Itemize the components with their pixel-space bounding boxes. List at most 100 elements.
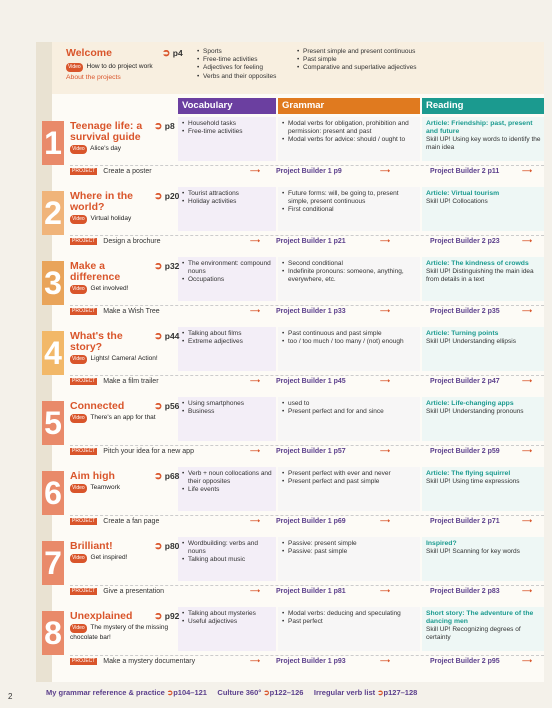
unit-number: 5 [42,401,64,445]
vocab-list: Using smartphones Business [182,400,274,417]
grammar-list: used to Present perfect and for and sinc… [282,400,418,417]
unit-video: Video Get inspired! [70,553,180,563]
reading-block: Article: Turning points Skill UP! Unders… [426,330,542,346]
arrow-icon: ➲ [154,401,163,412]
arrow-icon: ➲ [154,261,163,272]
reading-cell [422,397,544,441]
project-row: PROJECT Design a brochure ⟶ Project Buil… [70,235,544,247]
arrow-icon: ⟶ [250,448,261,455]
unit-video: Video Alice's day [70,144,180,154]
grammar-item: Present perfect and for and since [282,408,418,416]
grammar-item: Future forms: will, be going to, present… [282,190,418,206]
reading-block: Article: Virtual tourism Skill UP! Collo… [426,190,542,206]
project-builder-1[interactable]: Project Builder 1 p33 [276,308,346,315]
unit-video: Video There's an app for that [70,413,180,423]
unit-row: 7 Brilliant! ➲ p80 Video Get inspired! W… [42,537,544,599]
project-builder-1[interactable]: Project Builder 1 p57 [276,448,346,455]
project-builder-2[interactable]: Project Builder 2 p23 [430,238,500,245]
welcome-grammar-list: Present simple and present continuous Pa… [297,48,447,73]
project-builder-1[interactable]: Project Builder 1 p93 [276,658,346,665]
vocab-item: Business [182,408,274,416]
unit-title: Connected [70,400,125,412]
welcome-grammar-item: Comparative and superlative adjectives [297,64,447,72]
grammar-item: Present perfect and past simple [282,478,418,486]
unit-page-ref: ➲ p44 [154,331,179,342]
project-badge: PROJECT [70,307,98,315]
unit-row: 1 Teenage life: a survival guide ➲ p8 Vi… [42,117,544,179]
project-builder-2[interactable]: Project Builder 2 p11 [430,168,500,175]
vocab-item: Using smartphones [182,400,274,408]
project-builder-2[interactable]: Project Builder 2 p71 [430,518,500,525]
unit-title: Make a difference [70,260,121,283]
video-icon: Video [66,63,83,72]
reading-skill: Skill UP! Understanding ellipsis [426,338,516,345]
unit-page-ref: ➲ p68 [154,471,179,482]
video-icon: Video [70,285,87,294]
vocab-item: Free-time activities [182,128,274,136]
grammar-list: Second conditional Indefinite pronouns: … [282,260,418,285]
unit-row: 8 Unexplained ➲ p92 Video The mystery of… [42,607,544,669]
welcome-video: Video How to do project work [66,62,153,72]
reading-block: Article: Friendship: past, present and f… [426,120,542,152]
project-row: PROJECT Pitch your idea for a new app ⟶ … [70,445,544,457]
unit-video-title: Lights! Camera! Action! [90,355,158,362]
video-icon: Video [70,215,87,224]
project-builder-1[interactable]: Project Builder 1 p69 [276,518,346,525]
culture-pages: p122–126 [269,688,304,697]
welcome-vocab-item: Free-time activities [197,56,292,64]
irregular-pages: p127–128 [383,688,418,697]
culture-label: Culture 360° [217,688,262,697]
grammar-reference-link[interactable]: My grammar reference & practice ➲p104–12… [46,688,207,697]
project-title: Pitch your idea for a new app [103,448,194,455]
project-badge: PROJECT [70,657,98,665]
project-builder-2[interactable]: Project Builder 2 p95 [430,658,500,665]
culture-link[interactable]: Culture 360° ➲p122–126 [217,688,303,697]
reading-skill: Skill UP! Distinguishing the main idea f… [426,268,534,283]
unit-video-title: Alice's day [90,145,122,152]
unit-title: Unexplained [70,610,133,622]
reading-skill: Skill UP! Scanning for key words [426,548,520,555]
unit-video: Video Get involved! [70,284,180,294]
vocab-list: Wordbuilding: verbs and nouns Talking ab… [182,540,274,565]
project-builder-2[interactable]: Project Builder 2 p83 [430,588,500,595]
arrow-icon: ⟶ [250,238,261,245]
arrow-icon: ➲ [377,688,384,697]
reading-block: Inspired? Skill UP! Scanning for key wor… [426,540,542,556]
arrow-icon: ⟶ [380,448,391,455]
reading-title: Article: Virtual tourism [426,190,500,197]
project-title: Create a fan page [103,518,160,525]
arrow-icon: ⟶ [250,518,261,525]
reading-cell [422,117,544,161]
reading-title: Article: The kindness of crowds [426,260,529,267]
grammar-item: used to [282,400,418,408]
reading-skill: Skill UP! Using key words to identify th… [426,136,541,151]
project-builder-1[interactable]: Project Builder 1 p9 [276,168,342,175]
reading-skill: Skill UP! Understanding pronouns [426,408,524,415]
project-builder-1[interactable]: Project Builder 1 p81 [276,588,346,595]
grammar-list: Modal verbs: deducing and speculating Pa… [282,610,418,627]
vocab-list: Talking about mysteries Useful adjective… [182,610,274,627]
project-builder-1[interactable]: Project Builder 1 p21 [276,238,346,245]
arrow-icon: ⟶ [522,588,533,595]
irregular-verb-link[interactable]: Irregular verb list ➲p127–128 [314,688,417,697]
project-builder-2[interactable]: Project Builder 2 p59 [430,448,500,455]
project-builder-1[interactable]: Project Builder 1 p45 [276,378,346,385]
vocab-item: Tourist attractions [182,190,274,198]
project-builder-2[interactable]: Project Builder 2 p35 [430,308,500,315]
project-badge: PROJECT [70,237,98,245]
grammar-item: Indefinite pronouns: someone, anything, … [282,268,418,284]
project-badge: PROJECT [70,587,98,595]
vocab-item: Household tasks [182,120,274,128]
unit-title: What's the story? [70,330,123,353]
unit-row: 4 What's the story? ➲ p44 Video Lights! … [42,327,544,389]
welcome-grammar-item: Present simple and present continuous [297,48,447,56]
project-row: PROJECT Create a poster ⟶ Project Builde… [70,165,544,177]
grammar-item: Modal verbs for advice: should / ought t… [282,136,418,144]
arrow-icon: ⟶ [522,168,533,175]
reading-block: Article: The flying squirrel Skill UP! U… [426,470,542,486]
welcome-grammar-item: Past simple [297,56,447,64]
project-title: Make a mystery documentary [103,658,196,665]
header-vocabulary: Vocabulary [178,98,276,114]
project-builder-2[interactable]: Project Builder 2 p47 [430,378,500,385]
arrow-icon: ➲ [154,331,163,342]
